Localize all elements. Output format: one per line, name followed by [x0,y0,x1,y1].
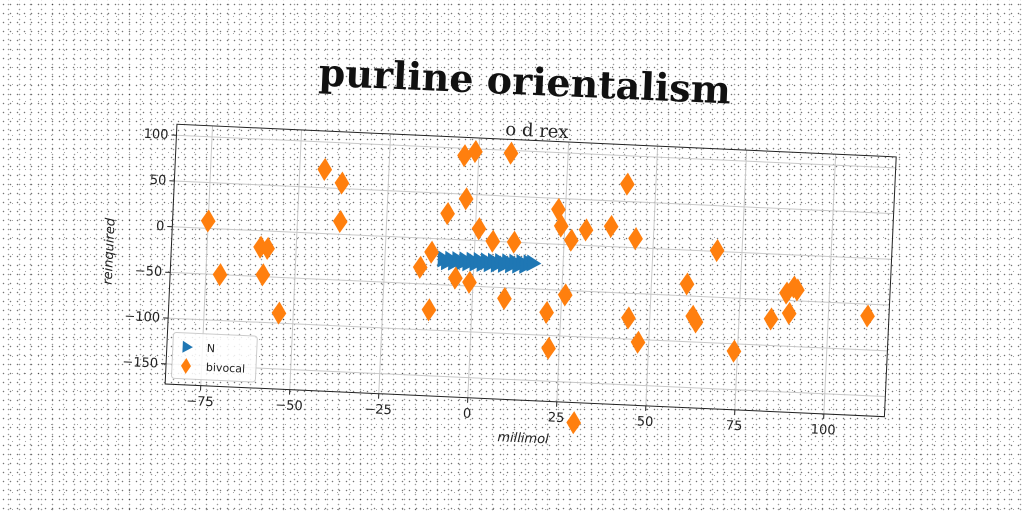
bivocal-point [506,230,522,254]
bivocal-point [628,227,643,251]
bivocal-point [332,209,348,234]
legend: N bivocal [171,331,258,383]
bivocal-point [578,218,594,242]
y-tick-label: 0 [156,219,165,234]
bivocal-point [471,217,487,241]
bivocal-point [790,278,805,302]
bivocal-point [679,272,695,296]
x-gridline [289,129,303,390]
bivocal-point [212,263,228,287]
bivocal-point [317,157,333,182]
x-gridline [823,154,837,414]
y-tick-label: −150 [122,355,158,372]
bivocal-point [603,214,619,239]
bivocal-point [726,339,742,363]
y-gridline [176,134,896,169]
x-gridline [645,146,659,406]
bivocal-point [503,141,519,165]
bivocal-point [462,270,477,294]
x-tick-label: −25 [364,402,392,418]
page-title: purline orientalism [317,49,732,113]
bivocal-point [541,336,556,360]
bivocal-point [200,209,216,233]
bivocal-point [563,228,579,252]
bivocal-point [421,298,437,322]
y-axis-label: reinquired [101,217,119,285]
x-tick-label: 0 [463,407,472,422]
plot-frame [164,123,897,418]
bivocal-point [557,283,573,307]
bivocal-point [255,263,271,287]
x-axis-label: millimol [497,430,549,447]
bivocal-point [448,266,463,290]
bivocal-point [620,172,635,196]
bivocal-point [424,240,439,264]
legend-marker-bivocal [180,357,191,374]
bivocal-point [709,238,725,263]
legend-label-bivocal: bivocal [206,361,246,376]
bivocal-point [539,300,554,324]
legend-marker-n [182,340,193,353]
x-gridline [556,142,570,402]
x-tick-label: 100 [810,422,835,438]
scatter-chart: o d rex millimol reinquired −75 −50 −25 0 25… [101,103,897,466]
bivocal-point [566,411,582,435]
grid-layer [166,125,896,414]
bivocal-point [630,330,646,354]
y-gridline [170,271,890,306]
bivocal-point [334,171,350,195]
bivocal-point [412,255,428,279]
bivocal-point [621,306,636,330]
x-tick-label: 25 [547,410,564,426]
y-tick-label: −50 [134,264,162,280]
bivocal-point [553,214,569,238]
bivocal-point [497,287,512,311]
bivocal-point [860,304,875,328]
y-gridline [174,180,894,215]
bivocal-point [440,201,455,226]
chart-title: o d rex [505,119,569,143]
bivocal-point [458,187,474,211]
legend-box [171,331,258,383]
bivocal-point [485,229,501,253]
legend-label-n: N [207,342,216,355]
bivocal-point [688,310,704,334]
y-gridline [168,317,888,352]
marks-layer [200,140,875,435]
bivocal-point [260,236,275,260]
x-gridline [734,150,748,410]
bivocal-point [781,301,797,325]
y-tick-label: 50 [149,173,166,189]
y-tick-label: −100 [124,309,160,326]
bivocal-point [763,307,779,331]
x-gridline [378,133,392,394]
bivocal-point [271,301,287,325]
y-tick-label: 100 [143,127,168,143]
y-gridline [166,363,886,398]
ticks-layer: −75 −50 −25 0 25 50 75 100 100 50 0 −50 −100 −150 [122,127,836,439]
chart-svg: o d rex millimol reinquired −75 −50 −25 0 25… [101,119,897,447]
x-tick-label: −75 [186,394,214,410]
x-tick-label: 50 [636,414,653,430]
y-gridline [172,226,892,260]
n-point [526,254,542,272]
x-tick-label: −50 [275,398,303,414]
x-tick-label: 75 [725,418,742,434]
bivocal-point [551,197,566,221]
bivocal-point [468,140,483,164]
